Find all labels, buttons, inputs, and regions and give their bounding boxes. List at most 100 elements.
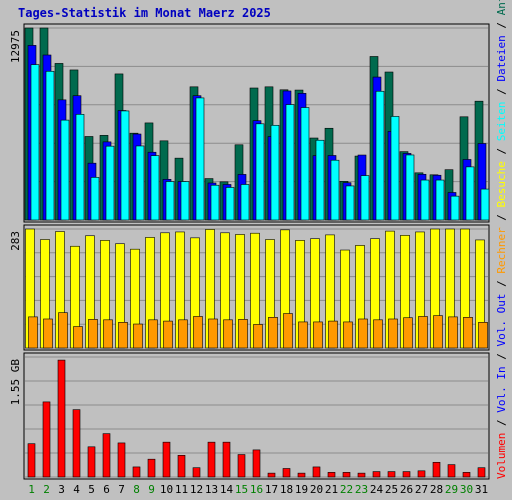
side-legend-part: Anfragen [495, 0, 508, 15]
side-legend-part: Dateien [495, 35, 508, 81]
side-legend-part: Volumen [495, 433, 508, 479]
bar-rechner-day-2 [43, 318, 53, 349]
day-label-5: 5 [88, 483, 95, 496]
bar-rechner-day-16 [253, 324, 263, 349]
bar-rechner-day-15 [238, 319, 248, 349]
day-label-27: 27 [415, 483, 428, 496]
day-label-19: 19 [295, 483, 308, 496]
bar-volumen-day-16 [252, 449, 261, 478]
bar-seiten-day-16 [255, 123, 265, 221]
day-label-4: 4 [73, 483, 80, 496]
bar-seiten-day-31 [480, 188, 490, 221]
bar-rechner-day-4 [73, 326, 83, 349]
bar-seiten-day-1 [30, 64, 40, 221]
bar-volumen-day-31 [477, 467, 486, 478]
bar-volumen-day-26 [402, 471, 411, 478]
day-label-11: 11 [175, 483, 188, 496]
bar-rechner-day-21 [328, 320, 338, 349]
bar-volumen-day-2 [42, 401, 51, 478]
day-label-13: 13 [205, 483, 218, 496]
day-labels: 1 2 3 4 5 6 7 8 9 10 11 12 13 14 15 16 17 18 19 20 21 22 23 24 2… [28, 483, 488, 496]
bar-seiten-day-11 [180, 181, 190, 221]
bar-rechner-day-19 [298, 321, 308, 349]
bar-seiten-day-29 [450, 195, 460, 221]
bar-seiten-day-8 [135, 145, 145, 221]
bar-rechner-day-13 [208, 318, 218, 349]
bar-seiten-day-2 [45, 70, 55, 221]
bar-volumen-day-30 [462, 472, 471, 478]
bar-rechner-day-7 [118, 322, 128, 349]
day-label-25: 25 [385, 483, 398, 496]
bar-seiten-day-26 [405, 154, 415, 221]
bar-rechner-day-28 [433, 315, 443, 349]
bar-seiten-day-22 [345, 185, 355, 221]
bar-rechner-day-14 [223, 319, 233, 349]
day-label-8: 8 [133, 483, 140, 496]
day-label-1: 1 [28, 483, 35, 496]
day-label-9: 9 [148, 483, 155, 496]
day-label-28: 28 [430, 483, 443, 496]
bar-volumen-day-19 [297, 472, 306, 478]
bar-seiten-day-10 [165, 181, 175, 221]
bar-seiten-day-18 [285, 104, 295, 221]
bar-volumen-day-15 [237, 454, 246, 478]
day-label-12: 12 [190, 483, 203, 496]
side-legend-part: Besuche [495, 161, 508, 207]
side-legend-part: / [495, 82, 508, 102]
bar-seiten-day-4 [75, 114, 85, 221]
bar-rechner-day-11 [178, 319, 188, 349]
bar-rechner-day-30 [463, 317, 473, 349]
day-label-10: 10 [160, 483, 173, 496]
bar-volumen-day-7 [117, 442, 126, 478]
bar-seiten-day-19 [300, 107, 310, 221]
day-label-17: 17 [265, 483, 278, 496]
bar-volumen-day-6 [102, 433, 111, 478]
bars [24, 27, 490, 478]
side-legend-part: Seiten [495, 101, 508, 141]
bar-volumen-day-20 [312, 466, 321, 478]
bar-seiten-day-14 [225, 187, 235, 221]
side-legend-part: Vol. Out [495, 294, 508, 347]
side-legend: Volumen / Vol. In / Vol. Out / Rechner /… [495, 0, 508, 479]
bar-volumen-day-1 [27, 443, 36, 478]
bar-seiten-day-3 [60, 119, 70, 221]
day-label-7: 7 [118, 483, 125, 496]
bar-seiten-day-23 [360, 175, 370, 221]
day-label-16: 16 [250, 483, 263, 496]
bar-rechner-day-27 [418, 316, 428, 349]
y-max-label-top: 12975 [9, 30, 22, 63]
bar-seiten-day-24 [375, 90, 385, 221]
day-label-26: 26 [400, 483, 413, 496]
bar-volumen-day-4 [72, 409, 81, 478]
side-legend-part: Rechner [495, 227, 508, 274]
bar-volumen-day-12 [192, 467, 201, 478]
bar-seiten-day-27 [420, 179, 430, 221]
day-label-21: 21 [325, 483, 338, 496]
bar-rechner-day-23 [358, 318, 368, 349]
panel-frame-bottom [23, 352, 490, 480]
day-label-24: 24 [370, 483, 384, 496]
bar-rechner-day-29 [448, 316, 458, 349]
bar-rechner-day-9 [148, 319, 158, 349]
bar-volumen-day-23 [357, 472, 366, 478]
chart-title: Tages-Statistik im Monat Maerz 2025 [18, 6, 271, 20]
day-label-30: 30 [460, 483, 473, 496]
bar-seiten-day-6 [105, 145, 115, 221]
bar-rechner-day-18 [283, 313, 293, 349]
side-legend-part: / [495, 15, 508, 35]
bar-seiten-day-20 [315, 139, 325, 221]
day-label-15: 15 [235, 483, 248, 496]
side-legend-part: / [495, 347, 508, 367]
bar-seiten-day-7 [120, 110, 130, 221]
day-label-3: 3 [58, 483, 65, 496]
side-legend-part: / [495, 274, 508, 294]
day-label-23: 23 [355, 483, 368, 496]
side-legend-part: / [495, 413, 508, 433]
bar-volumen-day-11 [177, 455, 186, 478]
bar-rechner-day-3 [58, 312, 68, 349]
bar-volumen-day-22 [342, 472, 351, 478]
bar-volumen-day-24 [372, 471, 381, 478]
y-max-labels: 12975 283 1.55 GB [9, 30, 22, 405]
bar-volumen-day-14 [222, 441, 231, 478]
bar-seiten-day-13 [210, 184, 220, 221]
